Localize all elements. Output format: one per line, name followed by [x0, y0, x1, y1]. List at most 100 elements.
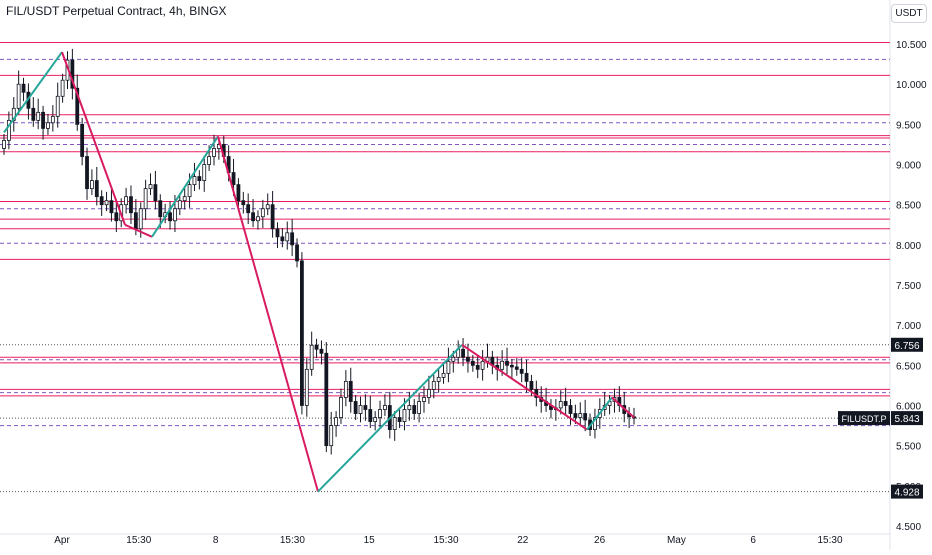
candle-body — [383, 405, 387, 410]
y-tick-label: 5.500 — [896, 442, 921, 453]
candle-body — [114, 212, 119, 222]
candle-body — [168, 212, 172, 222]
y-tick-label: 4.500 — [896, 522, 921, 533]
zigzag-segment — [151, 135, 219, 238]
y-tick-label: 6.500 — [896, 361, 921, 372]
price-label: 4.928 — [894, 488, 919, 499]
candle-body — [85, 156, 89, 190]
candle-body — [510, 364, 514, 368]
price-label-box — [891, 337, 923, 352]
price-label: 6.756 — [894, 341, 919, 352]
candle-body — [563, 401, 568, 406]
price-label: 5.843 — [894, 414, 919, 425]
candle-body — [339, 397, 343, 418]
y-tick-label: 9.500 — [896, 120, 921, 131]
x-tick-label: May — [667, 535, 686, 546]
candle-body — [270, 204, 275, 230]
candle-body — [50, 115, 55, 124]
candle-body — [519, 368, 524, 374]
y-tick-label: 7.500 — [896, 281, 921, 292]
candle-body — [280, 236, 285, 242]
currency-button[interactable]: USDT — [891, 4, 927, 23]
candle-body — [524, 372, 529, 382]
candle-body — [402, 409, 407, 422]
candle-body — [158, 200, 163, 218]
candle-body — [251, 212, 255, 222]
candle-body — [265, 204, 270, 210]
candle-body — [304, 368, 309, 406]
candle-body — [426, 389, 431, 398]
x-tick-label: 15:30 — [817, 535, 842, 546]
candle-body — [177, 200, 182, 210]
x-tick-label: 8 — [213, 535, 219, 546]
candle-body — [309, 344, 314, 370]
candle-body — [275, 228, 280, 238]
x-tick-label: Apr — [54, 535, 70, 546]
candle-body — [475, 364, 480, 370]
candle-body — [55, 95, 60, 117]
candle-body — [319, 348, 324, 354]
candle-body — [99, 196, 104, 206]
candle-body — [256, 216, 260, 222]
candle-body — [422, 397, 426, 402]
candle-body — [461, 348, 465, 358]
chart-title: FIL/USDT Perpetual Contract, 4h, BINGX — [6, 4, 227, 18]
candle-body — [212, 148, 216, 157]
candle-body — [94, 180, 99, 198]
candle-body — [412, 405, 417, 414]
candle-body — [153, 184, 158, 202]
candle-body — [295, 244, 299, 262]
candle-body — [324, 352, 329, 447]
candle-body — [417, 401, 422, 414]
candle-body — [593, 417, 597, 430]
x-tick-label: 15:30 — [280, 535, 305, 546]
candle-body — [75, 87, 80, 125]
candle-body — [300, 260, 304, 406]
candle-body — [529, 380, 534, 390]
candle-body — [197, 176, 202, 182]
candle-body — [36, 111, 41, 121]
candle-body — [173, 208, 177, 222]
candle-body — [236, 184, 241, 202]
candle-body — [451, 356, 456, 362]
candle-body — [373, 417, 378, 422]
y-tick-label: 8.500 — [896, 201, 921, 212]
candle-body — [260, 208, 265, 218]
candle-body — [348, 380, 353, 402]
y-tick-label: 10.500 — [896, 40, 927, 51]
candle-body — [6, 119, 11, 141]
candle-body — [329, 425, 334, 447]
zigzag-segment — [317, 344, 463, 493]
candle-body — [583, 413, 588, 421]
x-tick-label: 15:30 — [126, 535, 151, 546]
candle-body — [466, 356, 470, 362]
candle-body — [31, 107, 36, 121]
candle-body — [436, 376, 441, 382]
candle-body — [231, 172, 236, 186]
zigzag-segment — [586, 396, 613, 431]
candle-body — [480, 360, 485, 370]
candle-body — [505, 360, 509, 366]
candle-body — [2, 140, 6, 149]
y-tick-label: 9.000 — [896, 161, 921, 172]
y-tick-label: 7.000 — [896, 321, 921, 332]
candle-body — [104, 200, 109, 206]
candle-body — [192, 176, 197, 186]
candle-body — [363, 405, 368, 410]
y-tick-label: 10.000 — [896, 80, 927, 91]
candle-body — [470, 360, 475, 366]
candle-body — [431, 380, 436, 390]
candle-body — [138, 208, 143, 230]
candle-body — [397, 417, 402, 422]
zigzag-segment — [217, 136, 319, 492]
candle-body — [290, 232, 295, 246]
candle-body — [314, 344, 319, 350]
x-tick-label: 15 — [364, 535, 376, 546]
candle-body — [353, 401, 358, 414]
candle-body — [573, 413, 578, 418]
candle-body — [285, 232, 290, 242]
candle-body — [41, 111, 45, 129]
candle-body — [124, 196, 128, 206]
